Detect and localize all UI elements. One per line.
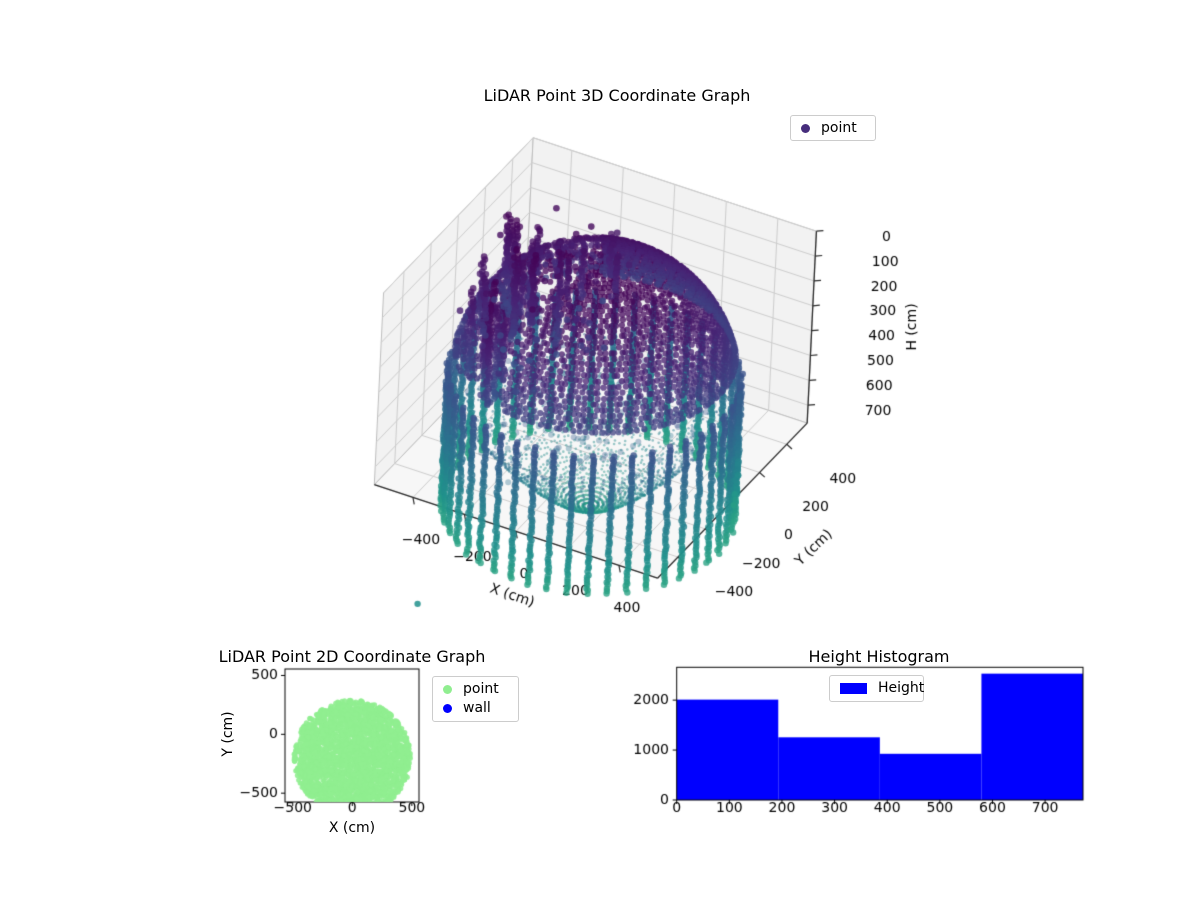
legend-label: point	[463, 681, 499, 697]
legend-entry-point: point	[433, 680, 518, 699]
point-marker-icon	[443, 685, 452, 694]
chart-title-histogram: Height Histogram	[808, 647, 950, 666]
legend-entry-point: point	[791, 119, 875, 138]
legend-label: wall	[463, 700, 491, 716]
y-axis-label-2d: Y (cm)	[220, 711, 236, 757]
chart-title-2d: LiDAR Point 2D Coordinate Graph	[218, 647, 486, 666]
height-swatch-icon	[840, 683, 867, 694]
legend-entry-height: Height	[830, 679, 925, 698]
legend-histogram: Height	[829, 675, 924, 702]
legend-label: point	[821, 119, 857, 136]
legend-3d: point	[790, 115, 876, 141]
x-axis-label-2d: X (cm)	[328, 820, 376, 836]
chart-title-3d: LiDAR Point 3D Coordinate Graph	[483, 86, 751, 105]
point-marker-icon	[801, 123, 810, 133]
legend-2d: point wall	[432, 676, 519, 722]
legend-label: Height	[878, 680, 925, 696]
wall-marker-icon	[443, 704, 452, 713]
legend-entry-wall: wall	[433, 699, 518, 718]
